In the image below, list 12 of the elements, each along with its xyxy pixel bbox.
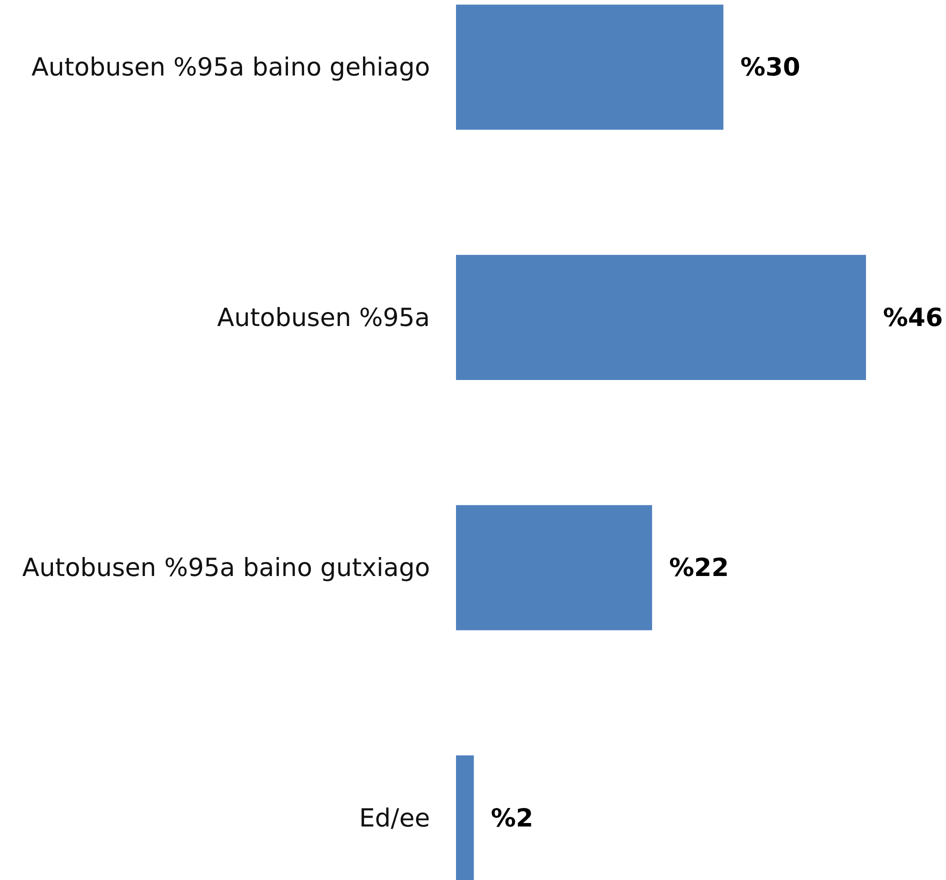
- bar: [456, 755, 474, 880]
- y-tick-label: Autobusen %95a baino gutxiago: [22, 553, 430, 582]
- data-label: %30: [740, 52, 800, 82]
- bar: [456, 4, 724, 130]
- y-tick-label: Autobusen %95a baino gehiago: [31, 52, 430, 82]
- data-label: %46: [883, 302, 943, 332]
- data-label: %22: [669, 553, 729, 582]
- bar: [456, 505, 652, 630]
- data-label: %2: [490, 803, 534, 832]
- y-tick-label: Autobusen %95a: [217, 302, 430, 332]
- bar: [456, 254, 866, 380]
- y-tick-label: Ed/ee: [359, 803, 430, 832]
